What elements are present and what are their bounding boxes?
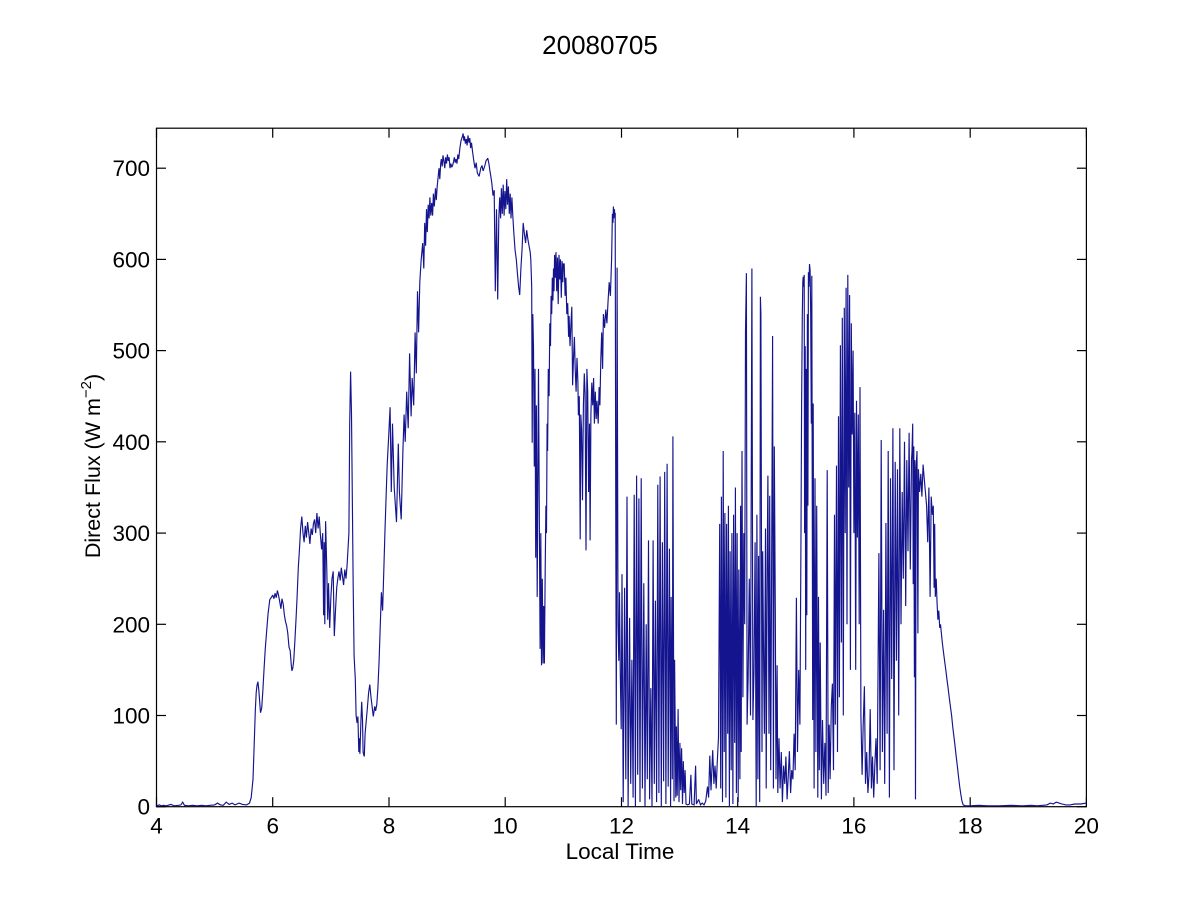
svg-text:12: 12 bbox=[609, 814, 634, 839]
svg-text:10: 10 bbox=[493, 814, 518, 839]
svg-text:14: 14 bbox=[725, 814, 750, 839]
svg-text:600: 600 bbox=[112, 247, 150, 272]
svg-text:Local Time: Local Time bbox=[566, 839, 675, 864]
svg-text:400: 400 bbox=[112, 430, 150, 455]
svg-text:300: 300 bbox=[112, 521, 150, 546]
svg-text:20: 20 bbox=[1074, 814, 1099, 839]
svg-text:700: 700 bbox=[112, 156, 150, 181]
svg-text:18: 18 bbox=[958, 814, 983, 839]
svg-text:20080705: 20080705 bbox=[542, 30, 658, 60]
svg-text:16: 16 bbox=[841, 814, 866, 839]
svg-text:500: 500 bbox=[112, 339, 150, 364]
svg-text:200: 200 bbox=[112, 612, 150, 637]
svg-text:8: 8 bbox=[383, 814, 396, 839]
svg-text:6: 6 bbox=[266, 814, 279, 839]
svg-text:Direct Flux (W m−2): Direct Flux (W m−2) bbox=[78, 374, 105, 558]
svg-text:0: 0 bbox=[137, 795, 150, 820]
svg-text:100: 100 bbox=[112, 704, 150, 729]
svg-text:4: 4 bbox=[150, 814, 163, 839]
